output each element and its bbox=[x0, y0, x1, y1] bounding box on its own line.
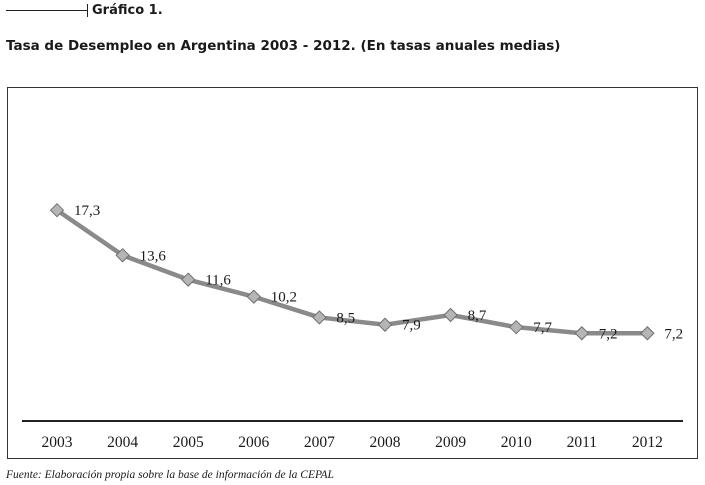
source-note: Fuente: Elaboración propia sobre la base… bbox=[6, 469, 334, 481]
header-tick bbox=[87, 4, 88, 17]
data-label: 10,2 bbox=[271, 290, 297, 306]
data-label: 13,6 bbox=[140, 248, 167, 264]
x-tick-label: 2007 bbox=[304, 434, 335, 451]
header-rule bbox=[6, 10, 87, 11]
data-label: 7,2 bbox=[599, 326, 618, 342]
data-point-marker bbox=[312, 310, 327, 325]
data-label: 8,7 bbox=[468, 308, 487, 324]
data-label: 7,9 bbox=[402, 318, 421, 334]
x-tick-label: 2012 bbox=[632, 434, 663, 451]
x-tick-label: 2003 bbox=[42, 434, 73, 451]
data-point-marker bbox=[574, 326, 590, 341]
data-point-marker bbox=[246, 289, 262, 304]
x-tick-label: 2008 bbox=[370, 434, 401, 451]
chart-title: Tasa de Desempleo en Argentina 2003 - 20… bbox=[6, 38, 561, 54]
data-label: 7,2 bbox=[664, 326, 683, 342]
data-label: 11,6 bbox=[205, 273, 231, 289]
data-point-marker bbox=[115, 248, 130, 263]
data-label: 8,5 bbox=[336, 310, 355, 326]
x-tick-label: 2004 bbox=[107, 434, 138, 451]
data-point-marker bbox=[49, 202, 65, 218]
data-point-marker bbox=[640, 326, 655, 341]
data-label: 7,7 bbox=[533, 320, 552, 336]
x-tick-label: 2006 bbox=[238, 434, 269, 451]
data-point-marker bbox=[377, 317, 393, 332]
series-line bbox=[54, 207, 650, 336]
data-label: 17,3 bbox=[74, 203, 100, 219]
x-tick-label: 2010 bbox=[501, 434, 532, 451]
data-point-marker bbox=[443, 307, 458, 323]
x-tick-label: 2005 bbox=[173, 434, 204, 451]
figure-label: Gráfico 1. bbox=[92, 3, 163, 18]
data-point-marker bbox=[180, 272, 196, 287]
x-tick-label: 2009 bbox=[435, 434, 466, 451]
data-point-marker bbox=[508, 319, 524, 335]
x-tick-label: 2011 bbox=[567, 434, 597, 451]
chart-frame bbox=[7, 87, 698, 459]
